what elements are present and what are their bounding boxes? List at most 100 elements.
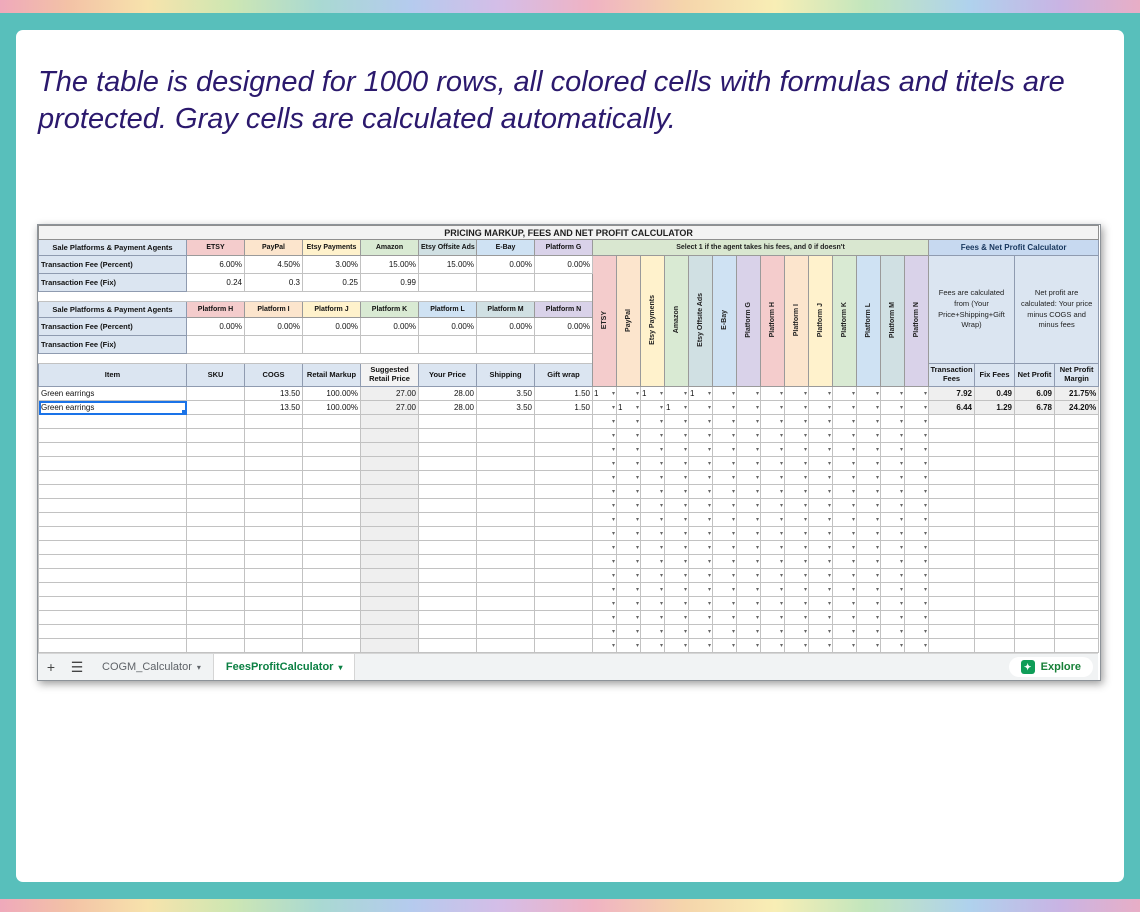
empty-cell[interactable] (360, 512, 419, 527)
fix-value-cell[interactable] (418, 335, 477, 354)
platform-flag-dropdown[interactable]: ▾ (712, 386, 737, 401)
platform-flag-dropdown[interactable]: ▾ (688, 610, 713, 625)
empty-cell[interactable] (1014, 414, 1055, 429)
platform-flag-dropdown[interactable]: ▾ (736, 414, 761, 429)
platform-flag-dropdown[interactable]: ▾ (904, 470, 929, 485)
agents-header-cell[interactable]: Sale Platforms & Payment Agents (38, 239, 187, 256)
empty-cell[interactable] (1014, 442, 1055, 457)
platform-flag-dropdown[interactable]: ▾ (760, 540, 785, 555)
fix-label-cell[interactable]: Transaction Fee (Fix) (38, 335, 187, 354)
platform-flag-dropdown[interactable]: ▾ (856, 526, 881, 541)
platform-flag-dropdown[interactable]: ▾ (616, 540, 641, 555)
empty-cell[interactable] (418, 540, 477, 555)
tab-cogm-calculator[interactable]: COGM_Calculator ▾ (90, 654, 213, 680)
platform-flag-dropdown[interactable]: ▾ (808, 456, 833, 471)
platform-flag-dropdown[interactable]: ▾ (808, 414, 833, 429)
platform-flag-dropdown[interactable]: ▾ (688, 428, 713, 443)
platform-flag-dropdown[interactable]: ▾ (880, 470, 905, 485)
platform-flag-dropdown[interactable]: ▾ (832, 554, 857, 569)
empty-cell[interactable] (928, 582, 975, 597)
platform-flag-dropdown[interactable]: 1 ▾ (640, 386, 665, 401)
empty-cell[interactable] (360, 624, 419, 639)
platform-flag-dropdown[interactable]: ▾ (640, 498, 665, 513)
platform-flag-dropdown[interactable]: ▾ (712, 526, 737, 541)
platform-flag-dropdown[interactable]: ▾ (784, 442, 809, 457)
platform-flag-dropdown[interactable]: ▾ (688, 470, 713, 485)
empty-cell[interactable] (186, 414, 245, 429)
platform-flag-dropdown[interactable]: ▾ (736, 428, 761, 443)
add-sheet-button[interactable]: + (46, 659, 56, 675)
empty-cell[interactable] (302, 554, 361, 569)
empty-cell[interactable] (476, 414, 535, 429)
platform-flag-dropdown[interactable]: ▾ (640, 414, 665, 429)
empty-cell[interactable] (974, 596, 1015, 611)
empty-cell[interactable] (244, 512, 303, 527)
empty-cell[interactable] (928, 512, 975, 527)
platform-flag-dropdown[interactable]: ▾ (856, 512, 881, 527)
empty-cell[interactable] (928, 498, 975, 513)
platform-flag-dropdown[interactable]: ▾ (712, 596, 737, 611)
empty-cell[interactable] (1014, 428, 1055, 443)
platform-flag-dropdown[interactable]: ▾ (808, 484, 833, 499)
fix-value-cell[interactable]: 0.99 (360, 273, 419, 292)
platform-flag-dropdown[interactable]: ▾ (640, 526, 665, 541)
platform-flag-dropdown[interactable]: ▾ (832, 512, 857, 527)
empty-cell[interactable] (928, 554, 975, 569)
empty-cell[interactable] (302, 456, 361, 471)
platform-vertical-label[interactable]: Platform N (904, 255, 929, 387)
empty-cell[interactable] (534, 526, 593, 541)
platform-flag-dropdown[interactable]: ▾ (688, 568, 713, 583)
platform-flag-dropdown[interactable]: ▾ (880, 386, 905, 401)
empty-cell[interactable] (1053, 512, 1100, 527)
empty-cell[interactable] (244, 442, 303, 457)
empty-cell[interactable] (928, 568, 975, 583)
all-sheets-button[interactable]: ☰ (70, 658, 84, 675)
platform-flag-dropdown[interactable]: ▾ (784, 540, 809, 555)
empty-cell[interactable] (974, 568, 1015, 583)
platform-header-cell[interactable]: Etsy Offsite Ads (418, 239, 477, 256)
platform-flag-dropdown[interactable]: ▾ (856, 386, 881, 401)
platform-flag-dropdown[interactable]: ▾ (616, 526, 641, 541)
empty-cell[interactable] (476, 498, 535, 513)
platform-flag-dropdown[interactable]: ▾ (640, 428, 665, 443)
platform-flag-dropdown[interactable]: ▾ (760, 582, 785, 597)
pct-value-cell[interactable]: 0.00% (302, 317, 361, 336)
empty-cell[interactable] (534, 428, 593, 443)
platform-flag-dropdown[interactable]: ▾ (904, 540, 929, 555)
column-header-cell[interactable]: Suggested Retail Price (360, 363, 419, 387)
empty-cell[interactable] (38, 442, 187, 457)
platform-flag-dropdown[interactable]: ▾ (760, 568, 785, 583)
platform-flag-dropdown[interactable]: ▾ (832, 386, 857, 401)
empty-cell[interactable] (974, 540, 1015, 555)
platform-flag-dropdown[interactable]: ▾ (784, 456, 809, 471)
platform-flag-dropdown[interactable]: ▾ (808, 624, 833, 639)
platform-flag-dropdown[interactable]: ▾ (640, 568, 665, 583)
empty-cell[interactable] (418, 512, 477, 527)
platform-flag-dropdown[interactable]: ▾ (832, 498, 857, 513)
empty-cell[interactable] (244, 484, 303, 499)
platform-flag-dropdown[interactable]: ▾ (712, 456, 737, 471)
platform-flag-dropdown[interactable]: ▾ (688, 596, 713, 611)
platform-flag-dropdown[interactable]: ▾ (688, 638, 713, 653)
empty-cell[interactable] (186, 526, 245, 541)
empty-cell[interactable] (186, 470, 245, 485)
item-cell[interactable]: Green earrings (38, 400, 187, 415)
platform-flag-dropdown[interactable]: ▾ (616, 442, 641, 457)
platform-flag-dropdown[interactable]: ▾ (712, 540, 737, 555)
platform-flag-dropdown[interactable]: ▾ (880, 512, 905, 527)
empty-cell[interactable] (302, 596, 361, 611)
platform-flag-dropdown[interactable]: ▾ (784, 498, 809, 513)
empty-cell[interactable] (244, 582, 303, 597)
platform-flag-dropdown[interactable]: ▾ (808, 596, 833, 611)
empty-cell[interactable] (186, 624, 245, 639)
empty-cell[interactable] (974, 554, 1015, 569)
platform-flag-dropdown[interactable]: ▾ (688, 582, 713, 597)
platform-flag-dropdown[interactable]: ▾ (688, 400, 713, 415)
platform-flag-dropdown[interactable]: ▾ (832, 414, 857, 429)
empty-cell[interactable] (476, 470, 535, 485)
empty-cell[interactable] (1053, 568, 1100, 583)
platform-flag-dropdown[interactable]: ▾ (832, 484, 857, 499)
platform-flag-dropdown[interactable]: ▾ (904, 526, 929, 541)
empty-cell[interactable] (1053, 582, 1100, 597)
platform-flag-dropdown[interactable]: ▾ (616, 582, 641, 597)
